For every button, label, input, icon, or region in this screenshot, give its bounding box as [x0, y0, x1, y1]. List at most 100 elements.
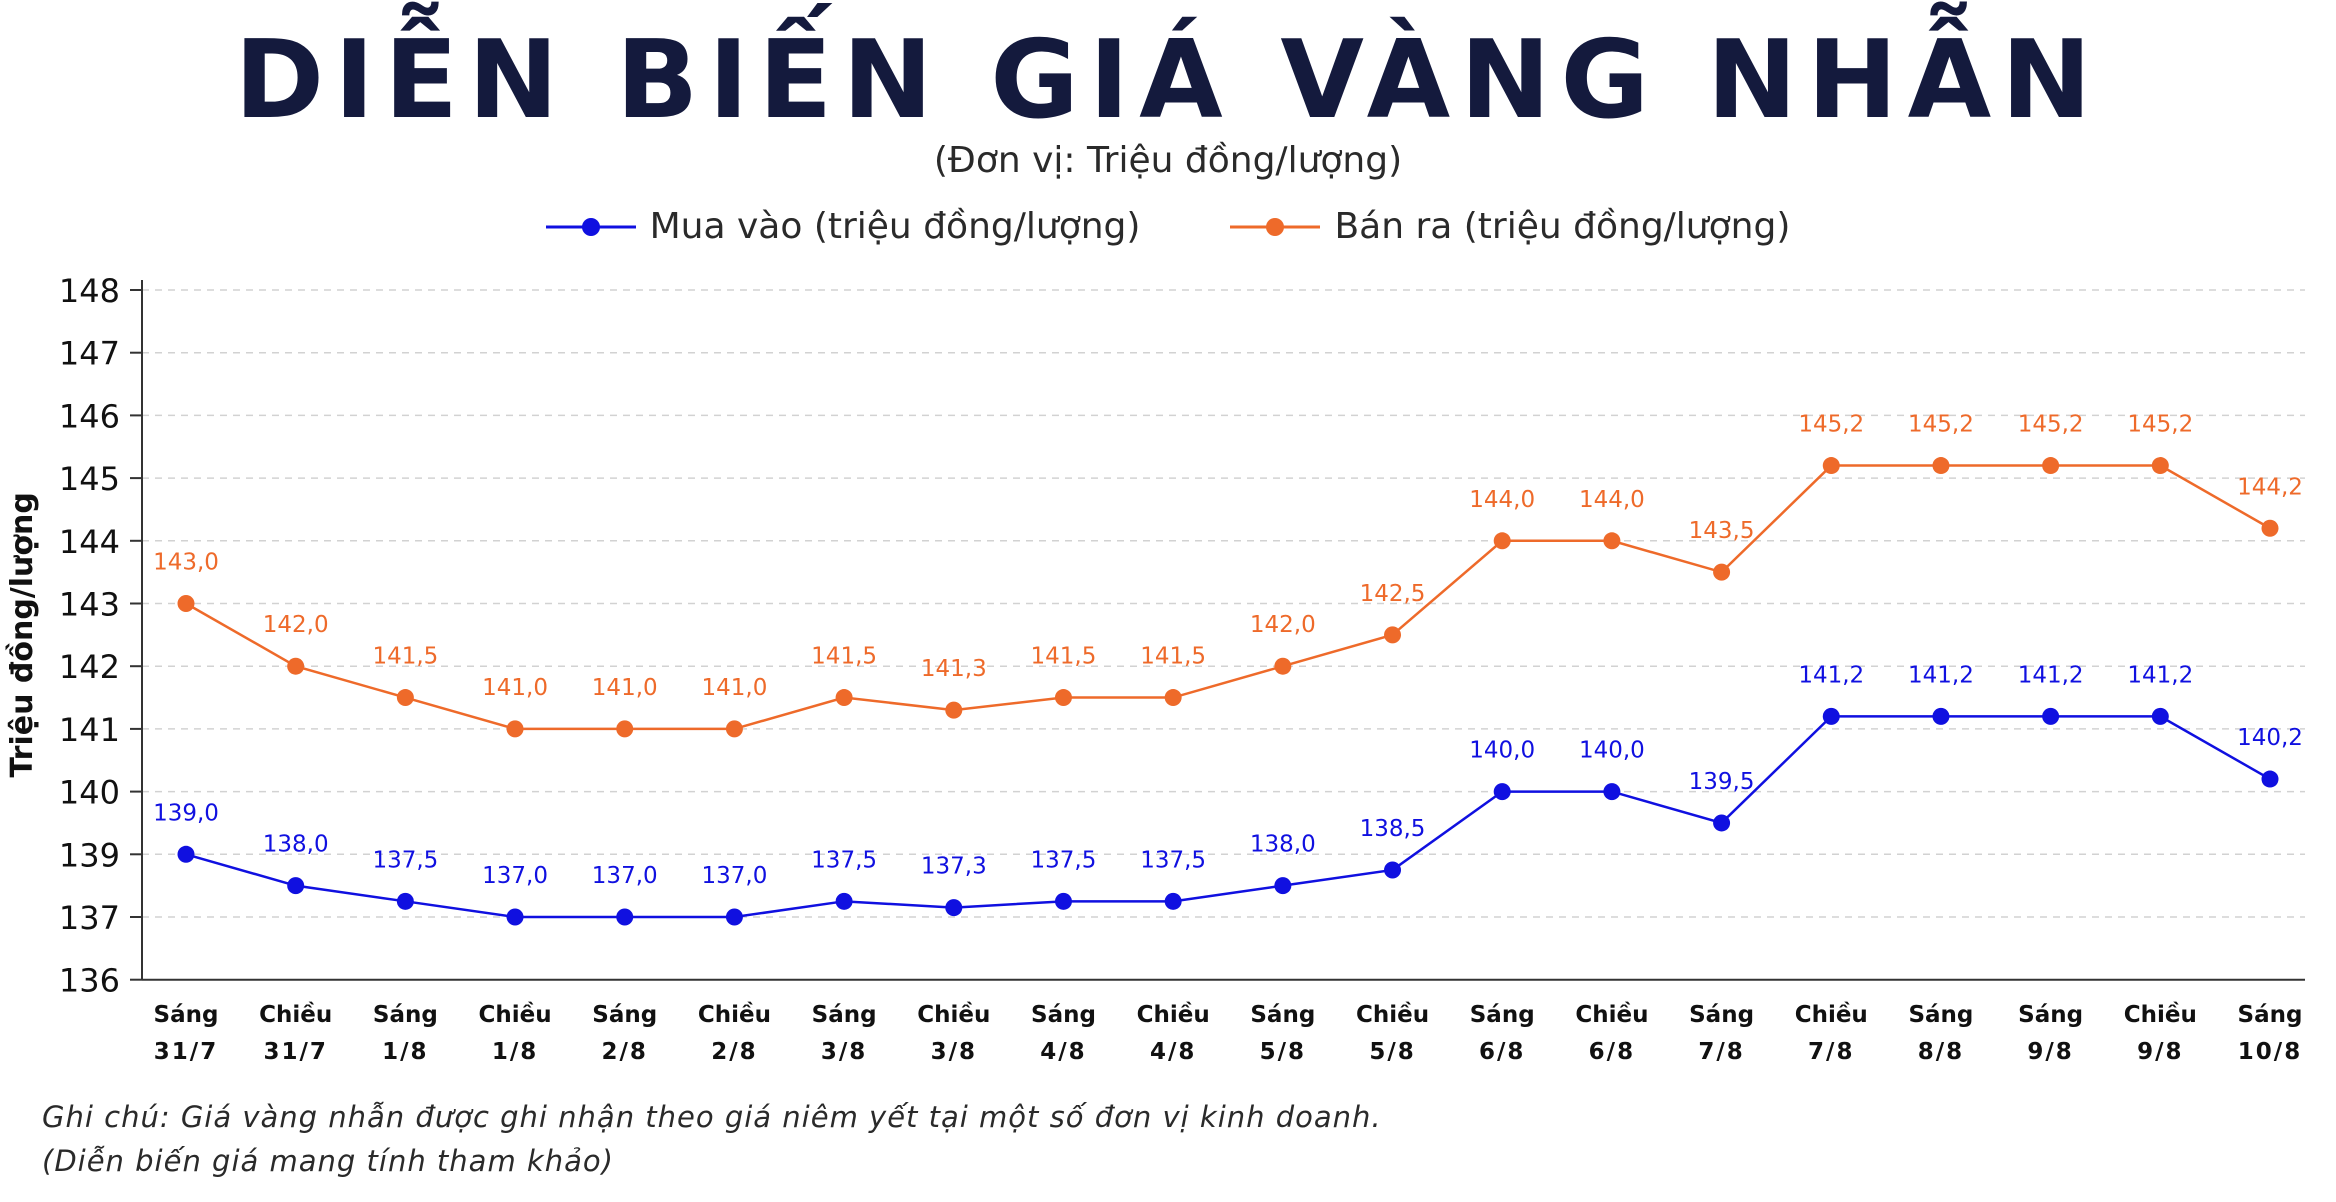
- data-point-sell: [177, 595, 195, 612]
- x-tick-label-date: 2/8: [711, 1039, 757, 1065]
- data-point-buy: [177, 845, 195, 863]
- data-point-sell: [1384, 626, 1402, 644]
- x-tick-label-date: 3/8: [821, 1039, 867, 1065]
- data-label-sell: 144,0: [1469, 487, 1535, 513]
- data-point-sell: [1822, 457, 1840, 475]
- y-tick-label: 143: [59, 586, 120, 624]
- data-point-buy: [1274, 877, 1292, 895]
- x-tick-label-session: Sáng: [592, 1002, 657, 1028]
- x-tick-label-session: Sáng: [1031, 1002, 1096, 1028]
- data-point-buy: [945, 899, 963, 917]
- legend-sell-marker: [1230, 217, 1321, 236]
- data-point-sell: [1164, 689, 1182, 707]
- data-label-sell: 141,5: [1031, 644, 1097, 670]
- data-label-buy: 141,2: [2127, 662, 2193, 688]
- chart-subtitle: (Đơn vị: Triệu đồng/lượng): [933, 140, 1403, 181]
- x-tick-label-date: 2/8: [602, 1039, 648, 1065]
- data-label-sell: 142,0: [1250, 612, 1316, 638]
- data-point-sell: [2151, 457, 2169, 475]
- data-label-buy: 137,5: [1140, 847, 1206, 873]
- data-point-sell: [616, 720, 634, 738]
- data-point-buy: [1054, 892, 1072, 910]
- series-line-sell: [185, 464, 2271, 731]
- x-tick-label-session: Sáng: [1250, 1002, 1315, 1028]
- data-label-buy: 137,3: [921, 854, 987, 880]
- x-tick-label-date: 6/8: [1479, 1039, 1525, 1065]
- x-tick-label-session: Chiều: [2124, 1001, 2197, 1028]
- data-label-sell: 141,0: [592, 675, 658, 701]
- data-label-sell: 144,2: [2237, 474, 2303, 500]
- data-point-buy: [1384, 861, 1402, 879]
- x-tick-label-date: 1/8: [382, 1039, 428, 1065]
- x-tick-label-session: Chiều: [1137, 1001, 1210, 1028]
- x-tick-label-session: Sáng: [154, 1002, 219, 1028]
- x-tick-label-session: Chiều: [478, 1001, 551, 1028]
- data-label-buy: 138,0: [263, 832, 329, 858]
- legend-buy-label: Mua vào (triệu đồng/lượng): [649, 206, 1141, 247]
- legend-buy-marker: [545, 217, 636, 236]
- data-label-sell: 141,5: [372, 644, 438, 670]
- data-label-buy: 137,0: [482, 863, 548, 889]
- chart-title: DIỄN BIẾN GIÁ VÀNG NHẪN: [234, 18, 2102, 143]
- x-tick-label-session: Chiều: [698, 1001, 771, 1028]
- data-label-buy: 141,2: [1798, 662, 1864, 688]
- data-point-buy: [1713, 814, 1731, 832]
- data-point-buy: [1932, 707, 1950, 725]
- x-tick-label-date: 5/8: [1260, 1039, 1306, 1065]
- data-point-buy: [2042, 707, 2060, 725]
- chart-legend: Mua vào (triệu đồng/lượng) Bán ra (triệu…: [0, 206, 2336, 247]
- y-tick-label: 147: [59, 335, 120, 373]
- x-tick-label-session: Chiều: [917, 1001, 990, 1028]
- y-tick-label: 139: [59, 836, 120, 874]
- x-tick-label-date: 9/8: [2027, 1039, 2073, 1065]
- x-tick-label-date: 6/8: [1589, 1039, 1635, 1065]
- data-point-buy: [725, 908, 743, 926]
- data-label-sell: 145,2: [1908, 412, 1974, 438]
- y-tick-label: 145: [59, 460, 120, 498]
- data-label-sell: 143,0: [153, 550, 219, 576]
- data-label-sell: 142,5: [1360, 581, 1426, 607]
- y-tick-label: 144: [59, 523, 120, 561]
- x-tick-label-date: 4/8: [1150, 1039, 1196, 1065]
- x-tick-label-date: 7/8: [1808, 1039, 1854, 1065]
- data-label-buy: 137,5: [1031, 847, 1097, 873]
- data-point-buy: [506, 908, 524, 926]
- data-label-sell: 141,0: [482, 675, 548, 701]
- data-point-buy: [2261, 770, 2279, 788]
- data-label-buy: 137,5: [811, 847, 877, 873]
- y-tick-label: 137: [59, 899, 120, 937]
- data-point-sell: [725, 720, 743, 738]
- x-tick-label-session: Chiều: [1356, 1001, 1429, 1028]
- data-point-sell: [835, 689, 853, 707]
- x-tick-label-date: 1/8: [492, 1039, 538, 1065]
- x-tick-label-date: 7/8: [1698, 1039, 1744, 1065]
- x-tick-label-date: 31/7: [154, 1039, 218, 1065]
- data-point-sell: [2042, 457, 2060, 475]
- x-tick-label-session: Sáng: [1689, 1002, 1754, 1028]
- y-tick-label: 148: [59, 272, 120, 310]
- data-label-buy: 137,5: [372, 847, 438, 873]
- data-point-buy: [287, 877, 305, 895]
- x-tick-label-date: 5/8: [1369, 1039, 1415, 1065]
- data-label-sell: 143,5: [1689, 518, 1755, 544]
- x-tick-label-date: 4/8: [1040, 1039, 1086, 1065]
- data-label-buy: 137,0: [701, 863, 767, 889]
- x-tick-label-date: 9/8: [2137, 1039, 2183, 1065]
- data-label-sell: 145,2: [2127, 412, 2193, 438]
- data-label-buy: 141,2: [2018, 662, 2084, 688]
- x-tick-label-date: 10/8: [2238, 1039, 2302, 1065]
- data-label-sell: 145,2: [1798, 412, 1864, 438]
- x-tick-label-session: Sáng: [1470, 1002, 1535, 1028]
- data-label-buy: 140,0: [1469, 738, 1535, 764]
- x-tick-label-session: Sáng: [2018, 1002, 2083, 1028]
- data-label-sell: 144,0: [1579, 487, 1645, 513]
- data-label-buy: 141,2: [1908, 662, 1974, 688]
- x-tick-label-session: Sáng: [812, 1002, 877, 1028]
- data-point-buy: [396, 892, 414, 910]
- data-point-buy: [1822, 707, 1840, 725]
- x-tick-label-date: 8/8: [1918, 1039, 1964, 1065]
- data-point-buy: [835, 892, 853, 910]
- data-label-sell: 145,2: [2018, 412, 2084, 438]
- y-tick-label: 141: [59, 711, 120, 749]
